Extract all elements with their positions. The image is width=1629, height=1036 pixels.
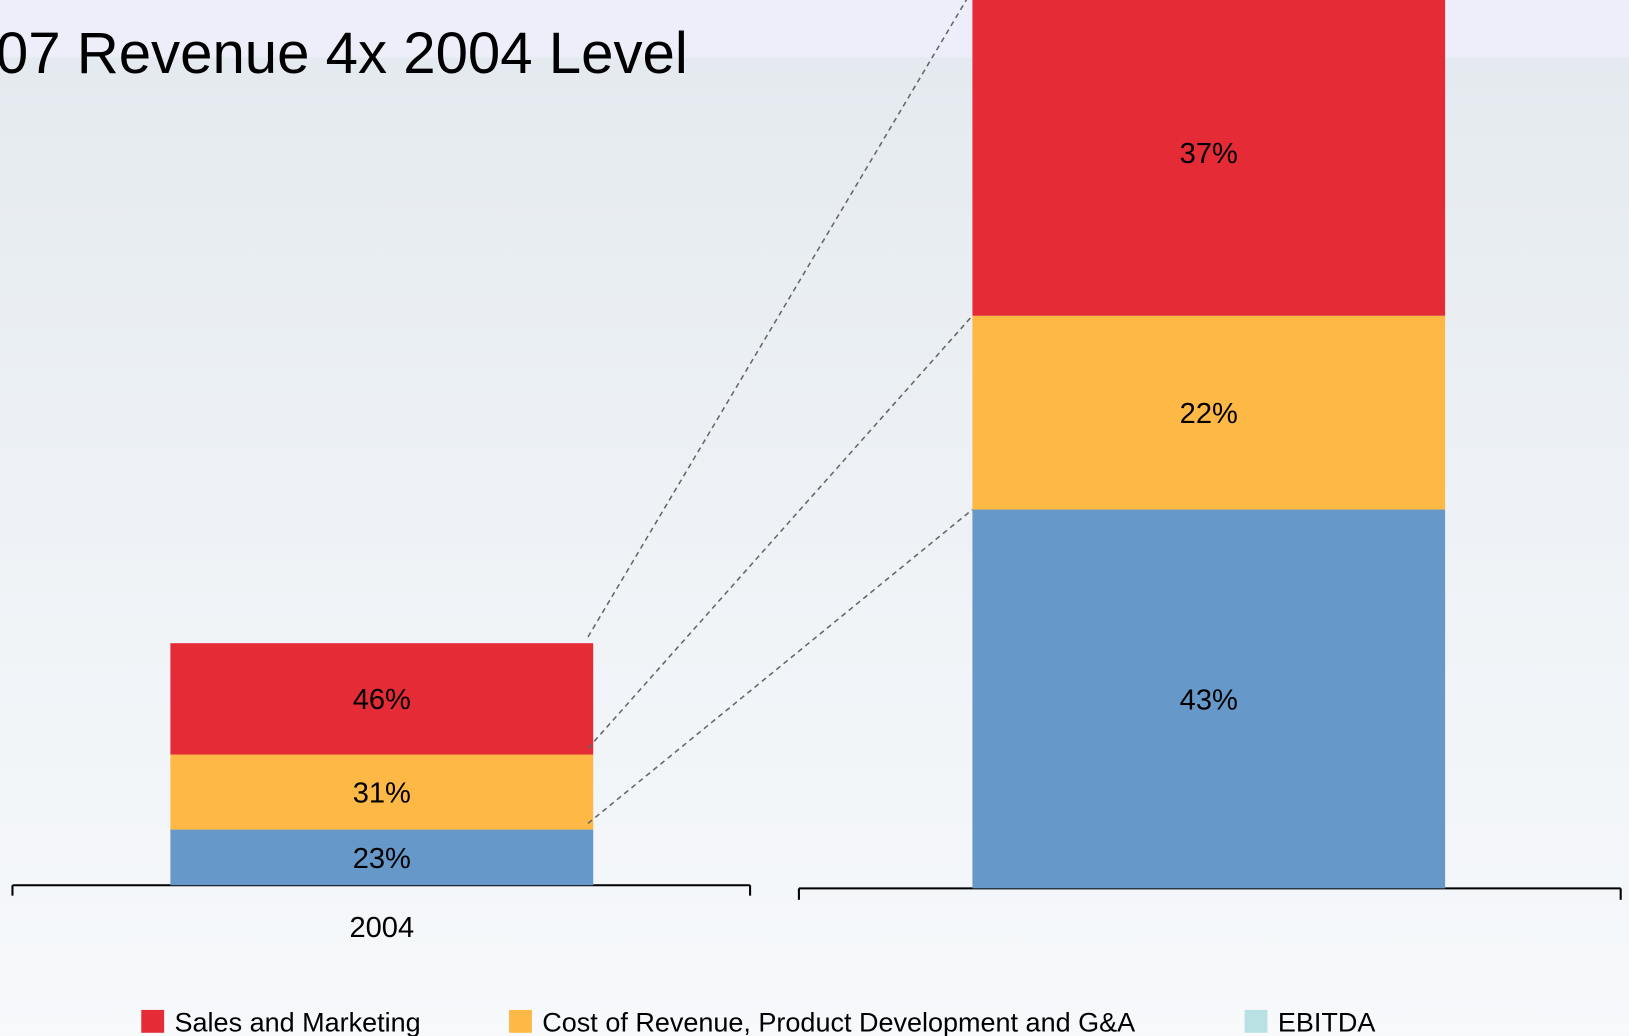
connector: [587, 0, 968, 638]
connector: [587, 315, 973, 749]
bar-segment: [972, 509, 1446, 889]
bar-segment: [170, 643, 594, 755]
data-label: 43%: [1180, 684, 1238, 716]
data-label: 22%: [1180, 398, 1238, 430]
legend-swatch: [1244, 1009, 1268, 1033]
data-label: 23%: [353, 843, 411, 875]
data-label: 37%: [1180, 138, 1238, 170]
bar-segment: [170, 754, 594, 830]
bar-segment: [972, 315, 1446, 510]
legend-label: Sales and Marketing: [175, 1008, 421, 1036]
legend-swatch: [141, 1009, 165, 1033]
data-label: 31%: [353, 777, 411, 809]
legend-label: Cost of Revenue, Product Development and…: [542, 1008, 1135, 1036]
bar-segment: [972, 0, 1446, 316]
bar-segment: [170, 829, 594, 886]
x-tick-label: 2004: [349, 912, 414, 944]
legend-label: EBITDA: [1278, 1008, 1376, 1036]
connector: [587, 508, 973, 824]
chart-title: 07 Revenue 4x 2004 Level: [0, 21, 688, 86]
legend-swatch: [509, 1009, 532, 1033]
data-label: 46%: [353, 684, 411, 716]
